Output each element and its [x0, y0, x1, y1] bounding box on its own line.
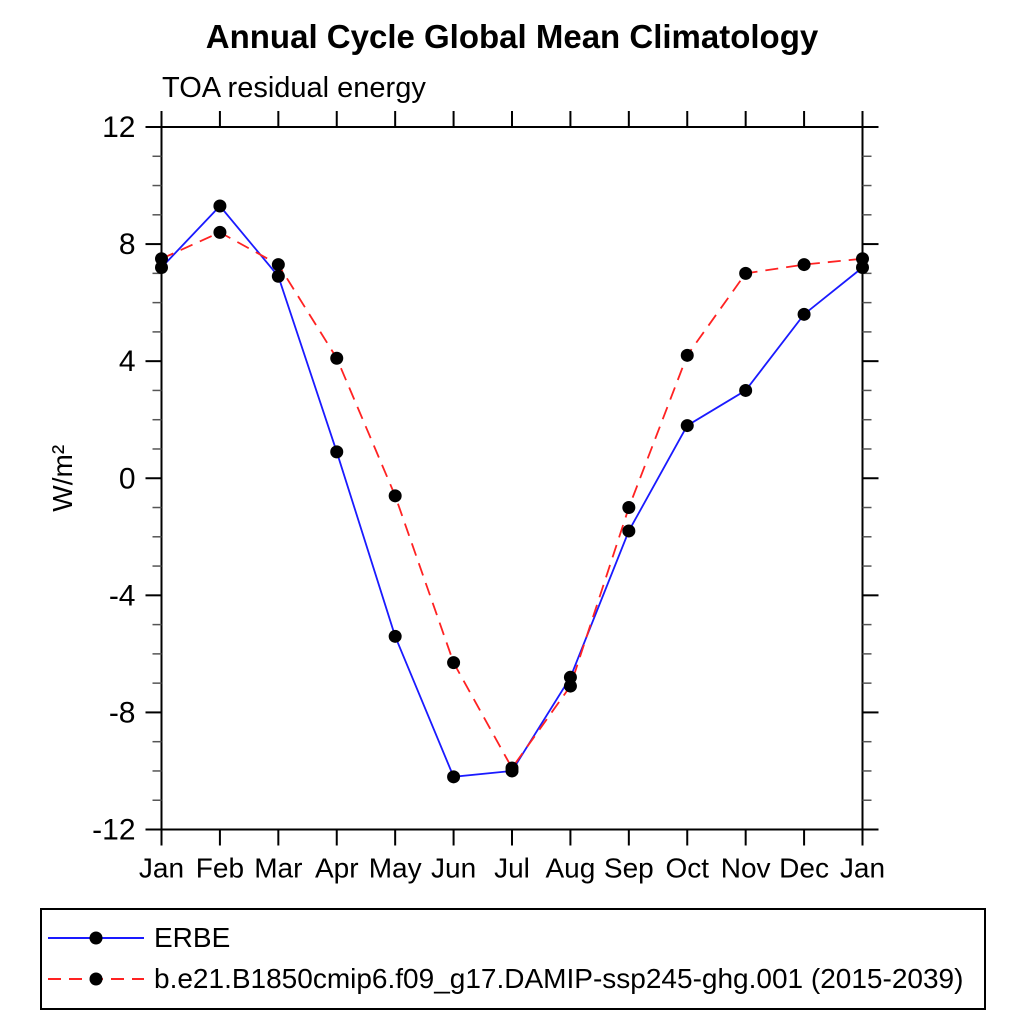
- chart-subtitle: TOA residual energy: [162, 72, 426, 104]
- y-tick-label: -12: [92, 814, 135, 847]
- x-tick-label: May: [369, 853, 422, 884]
- series-line-1: [161, 231, 863, 770]
- x-tick-label: Dec: [779, 853, 829, 884]
- data-point-marker-series-0: [739, 383, 753, 397]
- legend-label-erbe: ERBE: [154, 922, 231, 953]
- x-tick-label: Apr: [315, 853, 359, 884]
- data-point-marker-series-1: [622, 501, 636, 515]
- data-point-marker-series-0: [680, 419, 694, 433]
- data-point-marker-series-0: [388, 629, 402, 643]
- x-tick-label: Mar: [254, 853, 302, 884]
- data-point-marker-series-0: [797, 307, 811, 321]
- legend-line-sample-erbe: [48, 931, 144, 945]
- data-point-marker-series-0: [271, 269, 285, 283]
- data-point-marker-series-1: [213, 225, 227, 239]
- data-point-marker-series-0: [213, 199, 227, 213]
- x-tick-label: Nov: [721, 853, 771, 884]
- data-point-marker-series-1: [739, 266, 753, 280]
- data-point-marker-series-0: [447, 770, 461, 784]
- chart-title: Annual Cycle Global Mean Climatology: [205, 18, 819, 55]
- plot-border: [160, 126, 864, 831]
- x-tick-label: Jun: [431, 853, 476, 884]
- data-point-marker-series-1: [797, 258, 811, 272]
- data-point-marker-series-0: [330, 445, 344, 459]
- legend-entry-model: b.e21.B1850cmip6.f09_g17.DAMIP-ssp245-gh…: [42, 959, 963, 999]
- x-tick-label: Sep: [604, 853, 654, 884]
- x-tick-label: Jan: [139, 853, 184, 884]
- x-tick-label: Aug: [546, 853, 596, 884]
- data-point-marker-series-1: [447, 656, 461, 670]
- y-tick-label: 12: [102, 111, 135, 144]
- data-point-marker-series-1: [155, 252, 168, 266]
- x-tick-label: Jan: [840, 853, 885, 884]
- legend: ERBE b.e21.B1850cmip6.f09_g17.DAMIP-ssp2…: [40, 908, 986, 1010]
- legend-label-model: b.e21.B1850cmip6.f09_g17.DAMIP-ssp245-gh…: [154, 963, 964, 994]
- y-axis-title: W/m²: [47, 445, 78, 512]
- y-tick-label: -4: [109, 579, 136, 612]
- data-point-marker-series-1: [680, 348, 694, 362]
- legend-marker-dot: [89, 972, 103, 986]
- y-tick-label: 8: [119, 228, 136, 261]
- legend-entry-erbe: ERBE: [42, 918, 230, 958]
- data-point-marker-series-0: [622, 524, 636, 538]
- data-point-marker-series-1: [388, 489, 402, 503]
- y-tick-label: 4: [119, 345, 136, 378]
- y-tick-label: 0: [119, 462, 136, 495]
- data-point-marker-series-1: [856, 252, 869, 266]
- data-point-marker-series-1: [271, 258, 285, 272]
- legend-line-sample-model: [48, 972, 144, 986]
- y-tick-label: -8: [109, 696, 136, 729]
- x-tick-label: Jul: [494, 853, 530, 884]
- x-tick-label: Oct: [665, 853, 709, 884]
- x-tick-label: Feb: [196, 853, 244, 884]
- series-line-0: [160, 204, 864, 778]
- data-point-marker-series-1: [330, 351, 344, 365]
- data-point-marker-series-1: [505, 761, 519, 775]
- legend-marker-dot: [89, 931, 103, 945]
- data-point-marker-series-1: [563, 679, 577, 693]
